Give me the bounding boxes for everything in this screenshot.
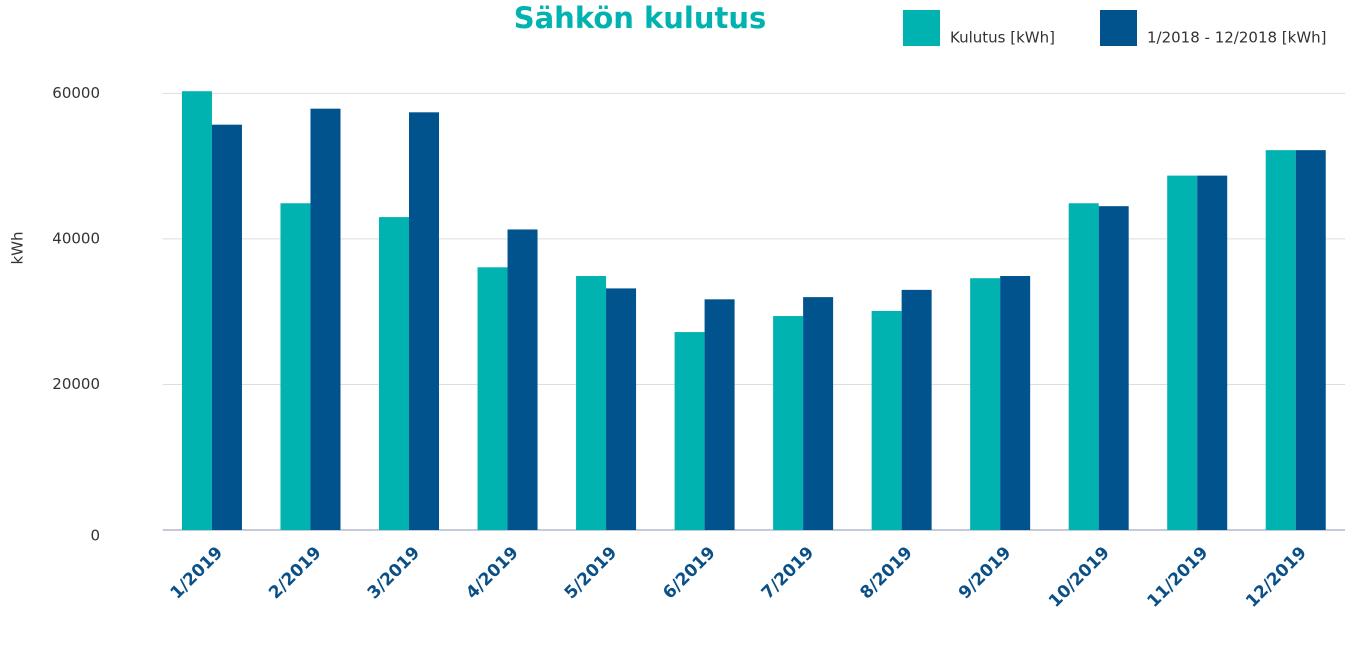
- y-tick-label: 0: [90, 527, 100, 545]
- bar: [1295, 150, 1326, 530]
- legend-swatch: [903, 10, 940, 46]
- bar: [1265, 150, 1296, 530]
- x-tick-label: 7/2019: [758, 543, 818, 603]
- x-tick-label: 4/2019: [462, 543, 522, 603]
- bar: [704, 299, 735, 530]
- bar: [773, 316, 804, 530]
- x-tick-label: 12/2019: [1242, 543, 1311, 612]
- bar: [1068, 203, 1099, 530]
- bar: [871, 310, 902, 530]
- bar: [211, 124, 242, 530]
- bar: [803, 297, 834, 530]
- x-tick-label: 11/2019: [1144, 543, 1213, 612]
- bar: [280, 203, 311, 530]
- bar: [477, 267, 508, 530]
- x-tick-label: 9/2019: [955, 543, 1015, 603]
- bar: [901, 289, 932, 530]
- bar: [970, 278, 1001, 530]
- x-tick-label: 8/2019: [856, 543, 916, 603]
- bar: [507, 229, 538, 530]
- chart-title: Sähkön kulutus: [514, 1, 767, 35]
- y-tick-label: 60000: [52, 84, 100, 102]
- bar: [1098, 206, 1129, 530]
- legend-swatch: [1100, 10, 1137, 46]
- x-tick-label: 10/2019: [1045, 543, 1114, 612]
- x-tick-label: 3/2019: [364, 543, 424, 603]
- bar: [409, 112, 440, 530]
- y-tick-label: 20000: [52, 375, 100, 393]
- bar: [576, 276, 607, 530]
- bar: [1000, 276, 1031, 530]
- x-tick-label: 6/2019: [659, 543, 719, 603]
- x-tick-label: 5/2019: [561, 543, 621, 603]
- bar: [181, 91, 212, 530]
- bar: [1167, 175, 1198, 531]
- x-tick-label: 1/2019: [167, 543, 227, 603]
- bar: [1197, 175, 1228, 531]
- bar: [379, 217, 410, 531]
- x-tick-label: 2/2019: [265, 543, 325, 603]
- bar: [606, 288, 637, 530]
- legend-label: 1/2018 - 12/2018 [kWh]: [1147, 29, 1327, 47]
- bar: [310, 108, 341, 531]
- bar: [674, 332, 705, 530]
- legend-label: Kulutus [kWh]: [950, 29, 1055, 47]
- y-axis-label: kWh: [9, 231, 27, 264]
- y-tick-label: 40000: [52, 229, 100, 247]
